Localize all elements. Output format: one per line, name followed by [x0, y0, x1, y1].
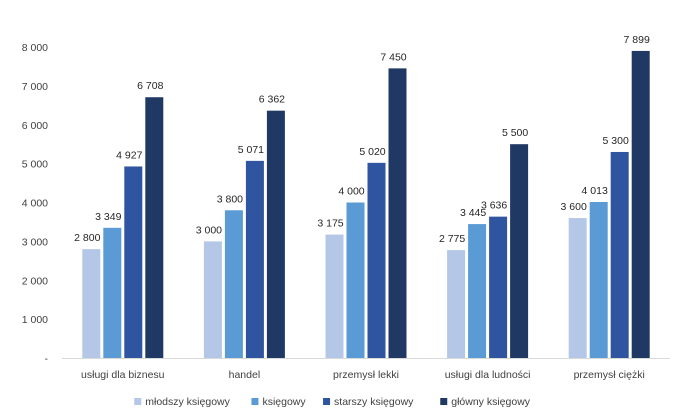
category-label: usługi dla ludności	[445, 369, 531, 381]
data-label: 4 000	[338, 186, 364, 198]
bar	[367, 162, 386, 358]
data-label: 3 445	[460, 207, 486, 219]
data-label: 3 175	[317, 218, 343, 230]
data-label: 3 600	[561, 201, 587, 213]
data-labels: 2 800 3 349 4 927 6 708 3 000 3 800 5 071 6 362…	[74, 34, 650, 245]
legend-label: młodszy księgowy	[145, 396, 230, 408]
legend-label: główny księgowy	[451, 396, 531, 408]
category-label: handel	[229, 369, 261, 381]
data-label: 7 450	[380, 51, 406, 63]
bar	[631, 50, 650, 358]
legend-label: starszy księgowy	[334, 396, 414, 408]
bar	[145, 97, 164, 358]
bar	[489, 216, 508, 358]
y-tick-label: -	[45, 353, 49, 365]
y-tick-label: 5 000	[22, 159, 48, 171]
bar	[266, 110, 285, 358]
legend-swatch	[251, 398, 259, 405]
y-axis-ticks: - 1 000 2 000 3 000 4 000 5 000 6 000 7 000 8 00…	[22, 42, 49, 365]
legend-swatch	[440, 398, 448, 405]
data-label: 6 362	[259, 94, 285, 106]
data-label: 3 000	[196, 224, 222, 236]
data-label: 5 020	[359, 146, 385, 158]
legend: młodszy księgowy księgowy starszy księgowy…	[134, 396, 531, 408]
bar	[82, 249, 101, 358]
bar	[568, 218, 587, 358]
data-label: 4 013	[582, 185, 608, 197]
y-tick-label: 4 000	[22, 198, 48, 210]
y-tick-label: 2 000	[22, 275, 48, 287]
bar	[610, 151, 629, 358]
bar	[103, 227, 122, 358]
y-tick-label: 7 000	[22, 81, 48, 93]
data-label: 5 500	[502, 127, 528, 139]
data-label: 3 349	[95, 211, 121, 223]
data-label: 3 636	[481, 200, 507, 212]
bar	[346, 202, 365, 358]
bar	[447, 250, 466, 358]
y-tick-label: 1 000	[22, 314, 48, 326]
data-label: 3 800	[217, 193, 243, 205]
data-label: 5 300	[603, 135, 629, 147]
legend-swatch	[134, 398, 142, 405]
bar	[325, 234, 344, 358]
bar	[510, 144, 529, 358]
bar	[224, 210, 243, 358]
y-tick-label: 6 000	[22, 120, 48, 132]
y-tick-label: 3 000	[22, 236, 48, 248]
data-label: 5 071	[238, 144, 264, 156]
bar	[124, 166, 143, 358]
bar	[589, 201, 608, 358]
data-label: 4 927	[116, 149, 142, 161]
category-label: usługi dla biznesu	[81, 369, 165, 381]
bar	[245, 160, 264, 358]
category-label: przemysł ciężki	[574, 369, 645, 381]
data-label: 2 775	[439, 233, 465, 245]
legend-swatch	[323, 398, 331, 405]
bar	[468, 224, 487, 358]
y-tick-label: 8 000	[22, 42, 48, 54]
bar	[388, 68, 407, 358]
category-labels: usługi dla biznesu handel przemysł lekki us…	[81, 369, 645, 381]
category-label: przemysł lekki	[333, 369, 399, 381]
data-label: 7 899	[624, 34, 650, 46]
bar	[203, 241, 222, 358]
data-label: 2 800	[74, 232, 100, 244]
data-label: 6 708	[137, 80, 163, 92]
legend-label: księgowy	[262, 396, 306, 408]
bars	[82, 50, 650, 358]
